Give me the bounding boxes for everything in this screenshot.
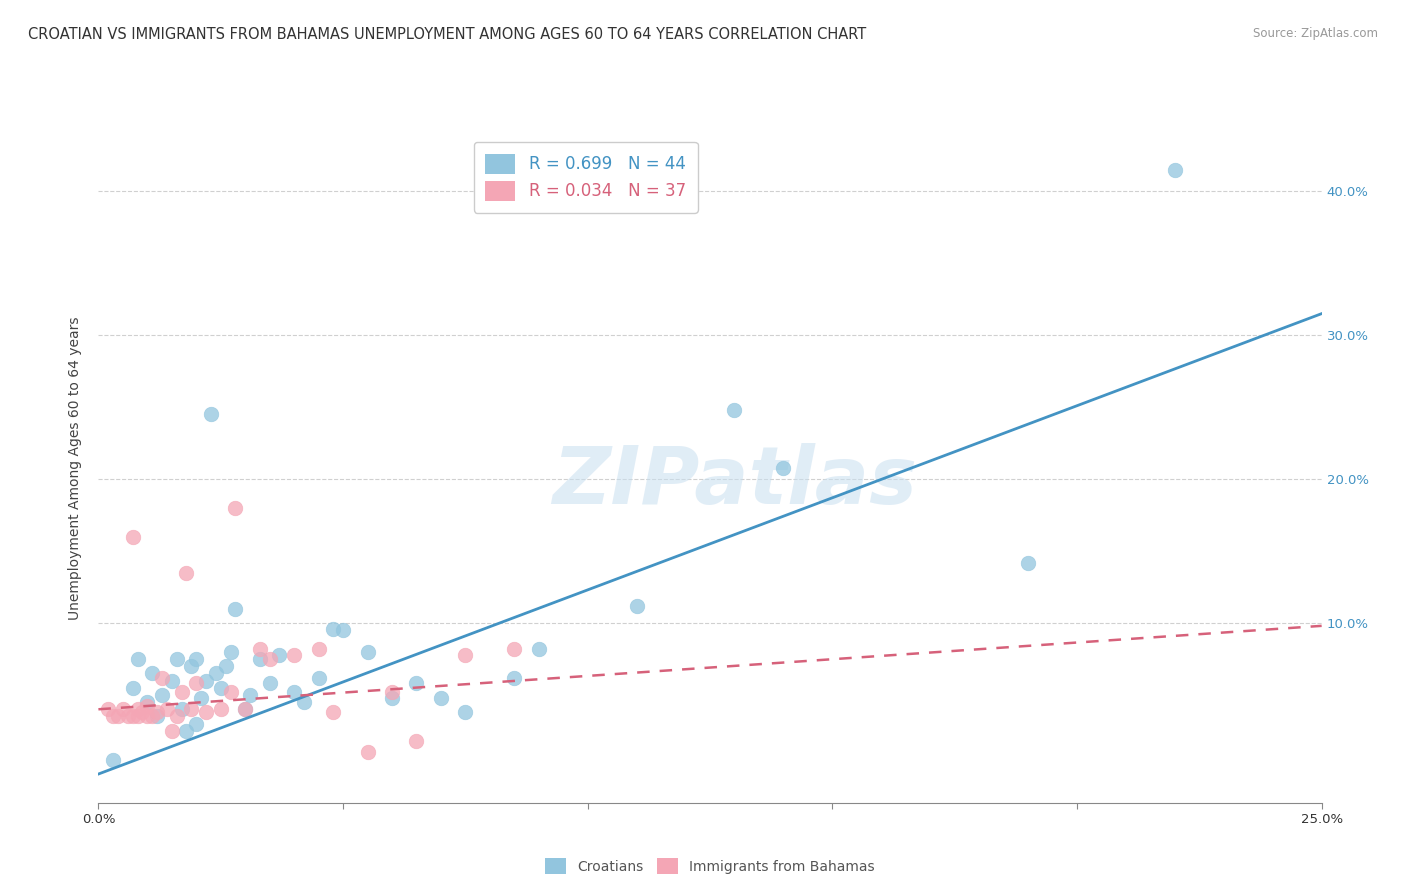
Point: [219, 685, 242, 699]
Point: [381, 690, 404, 705]
Point: [150, 688, 173, 702]
Point: [166, 709, 188, 723]
Point: [430, 690, 453, 705]
Point: [195, 673, 218, 688]
Point: [209, 702, 232, 716]
Point: [249, 641, 271, 656]
Point: [190, 690, 212, 705]
Point: [405, 676, 427, 690]
Point: [186, 652, 208, 666]
Point: [233, 702, 256, 716]
Point: [117, 709, 139, 723]
Point: [454, 705, 477, 719]
Point: [233, 702, 256, 716]
Point: [1017, 556, 1039, 570]
Point: [332, 623, 354, 637]
Point: [121, 681, 143, 695]
Point: [127, 702, 149, 716]
Point: [381, 685, 404, 699]
Point: [127, 652, 149, 666]
Point: [107, 709, 129, 723]
Y-axis label: Unemployment Among Ages 60 to 64 years: Unemployment Among Ages 60 to 64 years: [69, 317, 83, 620]
Point: [150, 671, 173, 685]
Point: [259, 676, 281, 690]
Point: [723, 403, 745, 417]
Point: [195, 705, 218, 719]
Point: [160, 723, 183, 738]
Point: [405, 734, 427, 748]
Point: [322, 622, 344, 636]
Point: [249, 652, 271, 666]
Point: [186, 676, 208, 690]
Point: [626, 599, 648, 613]
Point: [503, 671, 526, 685]
Point: [136, 709, 159, 723]
Legend: Croatians, Immigrants from Bahamas: Croatians, Immigrants from Bahamas: [537, 849, 883, 883]
Point: [111, 702, 134, 716]
Point: [160, 673, 183, 688]
Point: [283, 685, 305, 699]
Point: [176, 566, 198, 580]
Point: [308, 641, 330, 656]
Point: [180, 702, 202, 716]
Point: [166, 652, 188, 666]
Point: [214, 659, 236, 673]
Point: [283, 648, 305, 662]
Point: [292, 695, 315, 709]
Point: [131, 705, 153, 719]
Point: [239, 688, 262, 702]
Point: [1164, 162, 1187, 177]
Point: [176, 723, 198, 738]
Point: [101, 709, 124, 723]
Point: [127, 709, 149, 723]
Point: [180, 659, 202, 673]
Point: [454, 648, 477, 662]
Point: [308, 671, 330, 685]
Point: [156, 702, 179, 716]
Point: [269, 648, 291, 662]
Point: [136, 699, 159, 714]
Point: [146, 709, 169, 723]
Point: [186, 716, 208, 731]
Point: [146, 705, 169, 719]
Point: [97, 702, 120, 716]
Text: Source: ZipAtlas.com: Source: ZipAtlas.com: [1253, 27, 1378, 40]
Point: [209, 681, 232, 695]
Point: [101, 753, 124, 767]
Point: [224, 601, 246, 615]
Point: [121, 709, 143, 723]
Point: [170, 685, 193, 699]
Point: [527, 641, 550, 656]
Point: [121, 530, 143, 544]
Point: [219, 645, 242, 659]
Point: [259, 652, 281, 666]
Point: [170, 702, 193, 716]
Text: ZIPatlas: ZIPatlas: [553, 442, 917, 521]
Point: [200, 408, 222, 422]
Point: [772, 460, 794, 475]
Point: [503, 641, 526, 656]
Point: [141, 666, 163, 681]
Point: [356, 746, 378, 760]
Point: [322, 705, 344, 719]
Text: CROATIAN VS IMMIGRANTS FROM BAHAMAS UNEMPLOYMENT AMONG AGES 60 TO 64 YEARS CORRE: CROATIAN VS IMMIGRANTS FROM BAHAMAS UNEM…: [28, 27, 866, 42]
Point: [136, 695, 159, 709]
Point: [141, 709, 163, 723]
Point: [224, 500, 246, 515]
Point: [356, 645, 378, 659]
Point: [205, 666, 228, 681]
